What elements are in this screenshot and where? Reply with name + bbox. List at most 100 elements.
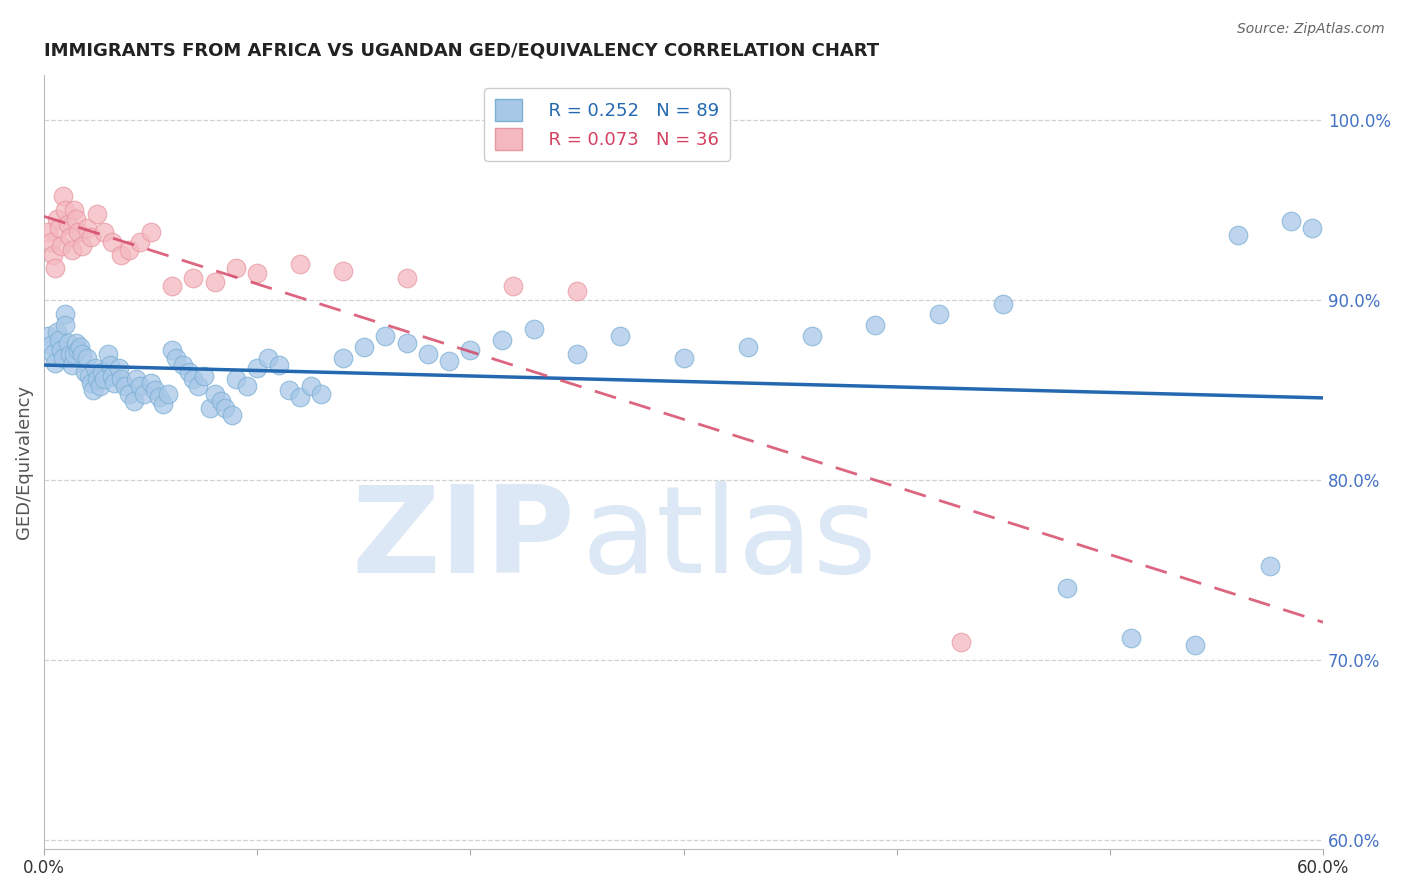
Point [139,376,162,390]
Point [55,318,77,333]
Point [214,401,236,415]
Point [65,212,87,227]
Point [110,248,132,262]
Point [67,343,90,358]
Text: Source: ZipAtlas.com: Source: ZipAtlas.com [1237,22,1385,37]
Point [39,235,62,250]
Point [299,379,322,393]
Point [460,343,482,358]
Point [139,225,162,239]
Point [101,368,124,383]
Legend:   R = 0.252   N = 89,   R = 0.073   N = 36: R = 0.252 N = 89, R = 0.073 N = 36 [484,88,730,161]
Point [928,307,950,321]
Point [309,386,332,401]
Point [288,390,311,404]
Point [60,358,83,372]
Point [288,257,311,271]
Point [177,365,200,379]
Point [65,336,87,351]
Point [183,271,205,285]
Point [41,248,63,262]
Point [800,329,823,343]
Point [122,393,145,408]
Point [118,243,141,257]
Point [865,318,887,333]
Point [56,336,79,351]
Point [156,386,179,401]
Point [48,221,70,235]
Point [48,333,70,347]
Point [118,386,141,401]
Point [1226,228,1249,243]
Point [63,347,86,361]
Point [152,397,174,411]
Point [52,351,75,365]
Y-axis label: GED/Equivalency: GED/Equivalency [15,384,32,539]
Point [204,386,226,401]
Point [37,225,59,239]
Point [193,368,215,383]
Point [52,188,75,202]
Point [110,372,132,386]
Point [209,393,232,408]
Point [332,351,354,365]
Point [143,383,166,397]
Point [69,340,91,354]
Point [82,383,104,397]
Point [1121,631,1143,645]
Point [1258,559,1281,574]
Point [395,271,418,285]
Point [80,230,103,244]
Point [416,347,439,361]
Point [221,408,243,422]
Point [101,235,124,250]
Point [129,379,152,393]
Point [949,634,972,648]
Point [332,264,354,278]
Point [37,329,59,343]
Point [63,203,86,218]
Point [80,376,103,390]
Point [129,235,152,250]
Point [97,347,120,361]
Point [609,329,631,343]
Point [103,376,125,390]
Point [395,336,418,351]
Point [76,221,98,235]
Point [502,278,524,293]
Point [353,340,375,354]
Text: IMMIGRANTS FROM AFRICA VS UGANDAN GED/EQUIVALENCY CORRELATION CHART: IMMIGRANTS FROM AFRICA VS UGANDAN GED/EQ… [44,42,879,60]
Point [225,260,247,275]
Point [72,239,94,253]
Point [39,338,62,352]
Point [60,243,83,257]
Point [257,351,280,365]
Point [72,347,94,361]
Point [437,354,460,368]
Point [267,358,290,372]
Point [172,358,194,372]
Point [148,390,170,404]
Point [77,368,100,383]
Point [204,275,226,289]
Point [165,351,187,365]
Point [45,212,67,227]
Point [67,225,90,239]
Point [73,365,96,379]
Point [235,379,257,393]
Point [45,326,67,340]
Point [246,266,269,280]
Point [993,296,1015,310]
Point [56,218,79,232]
Point [200,401,222,415]
Text: ZIP: ZIP [352,481,575,598]
Point [672,351,695,365]
Point [160,343,183,358]
Point [565,347,588,361]
Point [98,358,121,372]
Point [114,379,136,393]
Point [246,361,269,376]
Point [1056,581,1078,595]
Point [86,207,108,221]
Point [1301,221,1323,235]
